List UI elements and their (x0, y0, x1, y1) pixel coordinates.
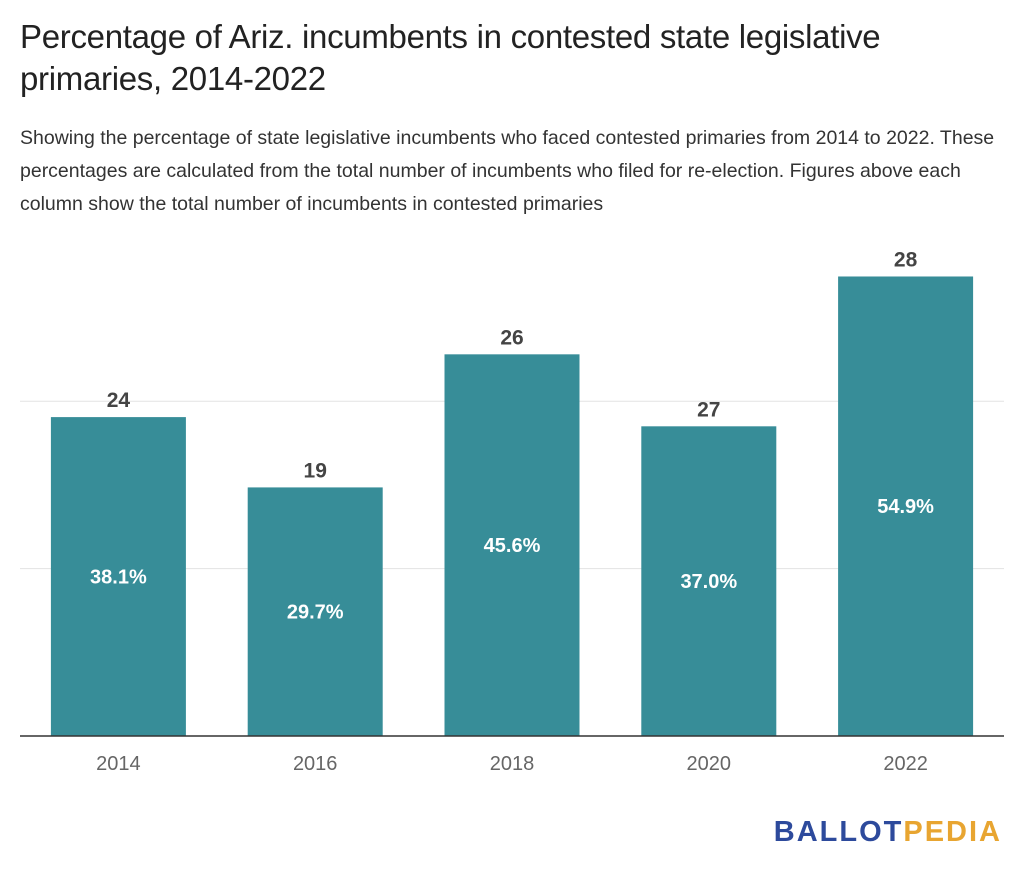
bar-chart: 38.1% 24 2014 29.7% 19 2016 45.6% 26 2018 37.0% 27… (20, 248, 1004, 775)
bar-value-label: 37.0% (680, 571, 737, 593)
logo-part-ballot: BALLOT (773, 816, 904, 848)
bar-count-label: 24 (107, 389, 131, 412)
bar-2020 (641, 426, 777, 736)
x-tick-label: 2020 (687, 753, 732, 775)
bar-count-label: 19 (304, 459, 327, 482)
bar-2018 (444, 354, 580, 736)
bar-2016 (247, 487, 383, 736)
x-tick-label: 2018 (490, 753, 535, 775)
x-tick-label: 2016 (293, 753, 338, 775)
x-tick-label: 2022 (883, 753, 928, 775)
labels: 38.1% 24 2014 29.7% 19 2016 45.6% 26 2018 37.0% 27… (90, 248, 934, 775)
ballotpedia-logo: BALLOTPEDIA (774, 816, 1002, 849)
bar-2022 (838, 276, 974, 736)
bar-value-label: 54.9% (877, 496, 934, 518)
x-tick-label: 2014 (96, 753, 141, 775)
bar-2014 (50, 417, 186, 736)
bar-value-label: 29.7% (287, 602, 344, 624)
chart-subtitle: Showing the percentage of state legislat… (20, 127, 995, 215)
logo-part-pedia: PEDIA (903, 816, 1002, 848)
bar-count-label: 26 (500, 326, 523, 349)
chart-title: Percentage of Ariz. incumbents in contes… (20, 18, 881, 97)
bar-value-label: 38.1% (90, 567, 147, 589)
bar-count-label: 28 (894, 248, 918, 271)
bar-count-label: 27 (697, 398, 720, 421)
bar-value-label: 45.6% (484, 535, 541, 557)
bars (50, 276, 974, 736)
